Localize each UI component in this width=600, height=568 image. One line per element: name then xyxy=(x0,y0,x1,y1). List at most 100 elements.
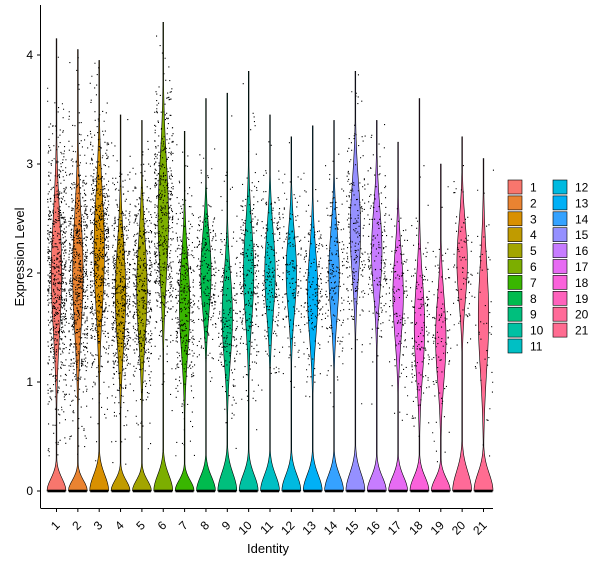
x-tick-label-3: 3 xyxy=(91,518,106,533)
violin-20 xyxy=(452,136,472,492)
points-12 xyxy=(281,142,302,388)
legend-key-18 xyxy=(552,275,568,290)
legend-item-12: 12 xyxy=(552,179,589,195)
legend-item-13: 13 xyxy=(552,195,589,211)
point-cloud-12 xyxy=(281,142,302,388)
y-tick-label-1: 1 xyxy=(26,375,33,389)
legend-label-20: 20 xyxy=(575,308,589,322)
x-tick-label-4: 4 xyxy=(112,518,127,533)
legend-key-20 xyxy=(552,306,568,322)
violin-10 xyxy=(238,71,259,492)
legend-item-8: 8 xyxy=(507,290,537,306)
violin-17 xyxy=(388,141,408,492)
legend-label-16: 16 xyxy=(575,244,589,258)
legend-key-13 xyxy=(552,195,568,211)
legend-item-17: 17 xyxy=(552,259,589,274)
violin-8 xyxy=(196,98,216,492)
point-cloud-11 xyxy=(260,141,281,391)
legend-label-18: 18 xyxy=(575,276,589,290)
legend-key-6 xyxy=(507,259,523,274)
legend-label-14: 14 xyxy=(575,212,589,226)
legend-item-6: 6 xyxy=(507,259,537,274)
x-ticks: 1 2 3 4 5 6 7 8 9 10 11 12 13 14 15 16 17 18 19 20 21 xyxy=(48,508,490,538)
violin-11 xyxy=(260,114,280,492)
violin-21 xyxy=(473,158,494,492)
x-tick-label-5: 5 xyxy=(133,518,148,533)
point-cloud-10 xyxy=(239,83,260,431)
zero-points-21 xyxy=(474,489,493,493)
y-tick-label-2: 2 xyxy=(26,266,33,280)
point-cloud-3 xyxy=(89,62,110,462)
zero-points-19 xyxy=(431,489,450,493)
x-tick-label-7: 7 xyxy=(176,518,191,533)
violin-15 xyxy=(345,71,366,492)
zero-points-1 xyxy=(47,489,66,493)
legend-key-9 xyxy=(507,306,523,322)
legend-key-21 xyxy=(552,322,568,338)
zero-points-15 xyxy=(346,489,365,493)
points-8 xyxy=(196,148,217,382)
legend-item-4: 4 xyxy=(507,227,537,242)
legend-label-5: 5 xyxy=(530,244,537,258)
x-tick-label-18: 18 xyxy=(406,518,426,538)
points-14 xyxy=(324,153,345,408)
legend-item-11: 11 xyxy=(507,338,543,354)
violin-14 xyxy=(324,120,344,492)
x-tick-label-20: 20 xyxy=(449,518,469,538)
legend-label-2: 2 xyxy=(530,196,537,210)
legend-label-1: 1 xyxy=(530,181,537,195)
violins xyxy=(46,22,494,492)
points-5 xyxy=(132,140,153,450)
legend-item-15: 15 xyxy=(552,227,589,242)
legend-item-7: 7 xyxy=(507,275,537,290)
legend-label-3: 3 xyxy=(530,212,537,226)
violin-12 xyxy=(281,136,302,492)
legend-item-3: 3 xyxy=(507,211,537,226)
legend-label-19: 19 xyxy=(575,292,589,306)
x-tick-label-10: 10 xyxy=(235,518,255,538)
points-20 xyxy=(453,165,473,346)
legend-item-20: 20 xyxy=(552,306,589,322)
legend-item-21: 21 xyxy=(552,322,589,338)
x-tick-label-11: 11 xyxy=(257,518,276,537)
legend-label-17: 17 xyxy=(575,260,589,274)
legend-key-4 xyxy=(507,227,523,242)
legend-item-16: 16 xyxy=(552,243,589,258)
legend-key-1 xyxy=(507,179,523,195)
point-cloud-9 xyxy=(217,115,238,450)
x-tick-label-14: 14 xyxy=(321,518,341,538)
x-tick-label-9: 9 xyxy=(219,518,234,533)
legend-key-10 xyxy=(507,322,523,338)
zero-points-8 xyxy=(196,489,215,493)
zero-points-3 xyxy=(90,489,109,493)
legend-label-4: 4 xyxy=(530,228,537,242)
violin-4 xyxy=(110,114,131,492)
y-tick-label-4: 4 xyxy=(26,48,33,62)
violin-7 xyxy=(174,131,195,492)
points-4 xyxy=(111,119,132,465)
violin-16 xyxy=(366,120,387,492)
legend-item-10: 10 xyxy=(507,322,544,338)
legend-key-2 xyxy=(507,195,523,211)
zero-points-16 xyxy=(367,489,386,493)
points-9 xyxy=(217,115,238,450)
legend-key-16 xyxy=(552,243,568,258)
point-cloud-4 xyxy=(111,119,132,465)
points-7 xyxy=(175,144,196,457)
violin-6 xyxy=(153,22,174,492)
point-cloud-20 xyxy=(453,165,473,346)
x-tick-label-2: 2 xyxy=(69,518,84,533)
legend-item-2: 2 xyxy=(507,195,537,211)
zero-points-18 xyxy=(410,489,429,493)
point-cloud-21 xyxy=(474,169,494,457)
legend-label-6: 6 xyxy=(530,260,537,274)
x-tick-label-21: 21 xyxy=(470,518,490,538)
x-tick-label-19: 19 xyxy=(428,518,448,538)
point-cloud-14 xyxy=(324,153,345,408)
legend-key-15 xyxy=(552,227,568,242)
zero-points-20 xyxy=(453,489,472,493)
x-tick-label-1: 1 xyxy=(48,518,63,533)
legend-item-18: 18 xyxy=(552,275,589,290)
legend-key-17 xyxy=(552,259,568,274)
